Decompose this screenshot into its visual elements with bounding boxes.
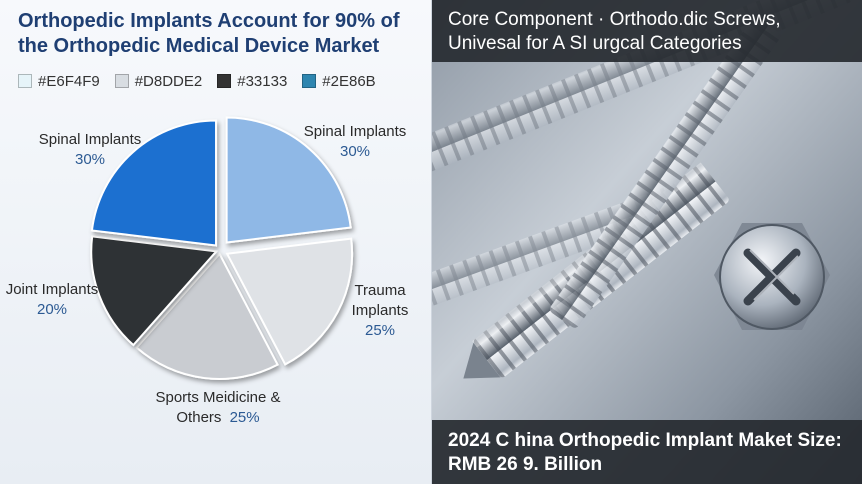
pie-slice [225,116,352,244]
legend-label: #D8DDE2 [134,72,203,90]
legend-label: #E6F4F9 [38,72,100,90]
pie-slice-label: Spinal Implants 30% [39,131,142,168]
legend-item: #E6F4F9 [18,73,100,90]
legend-swatch [302,74,317,88]
pie-chart: Spinal Implants 30% Trauma Implants 25% Sport… [6,116,409,426]
banner-title: Core Component · Orthodo.dic Screws, Uni… [448,9,781,54]
legend-label: #33133 [237,72,288,90]
top-banner: Core Component · Orthodo.dic Screws, Uni… [432,0,862,62]
pie-slice [90,235,219,347]
pie-slice-label: Joint Implants 20% [6,281,99,318]
legend-item: #D8DDE2 [114,72,203,90]
legend: #E6F4F9 #D8DDE2 #33133 #2E86B [18,70,428,92]
orthopedic-screws-photo [432,0,862,484]
chart-title: Orthopedic Implants Account for 90% of t… [18,10,400,57]
photo-panel: Core Component · Orthodo.dic Screws, Uni… [432,0,862,484]
pie-slice-label: Sports Meidicine & Others 25% [155,389,280,426]
legend-swatch [18,74,32,88]
legend-swatch [114,74,129,88]
pie-slice-label: Trauma Implants 25% [352,282,409,339]
pie-slice [90,119,218,247]
legend-label: #2E86B [322,72,376,90]
chart-panel: Orthopedic Implants Account for 90% of t… [0,0,432,484]
legend-item: #33133 [217,73,287,90]
market-size-caption: 2024 C hina Orthopedic Implant Maket Siz… [448,430,842,475]
legend-swatch [217,74,232,88]
pie-slice [135,252,279,380]
pie-slice [225,237,354,366]
pie-slice-label: Spinal Implants 30% [304,123,407,160]
bottom-banner: 2024 C hina Orthopedic Implant Maket Siz… [432,420,862,484]
legend-item: #2E86B [302,72,376,90]
